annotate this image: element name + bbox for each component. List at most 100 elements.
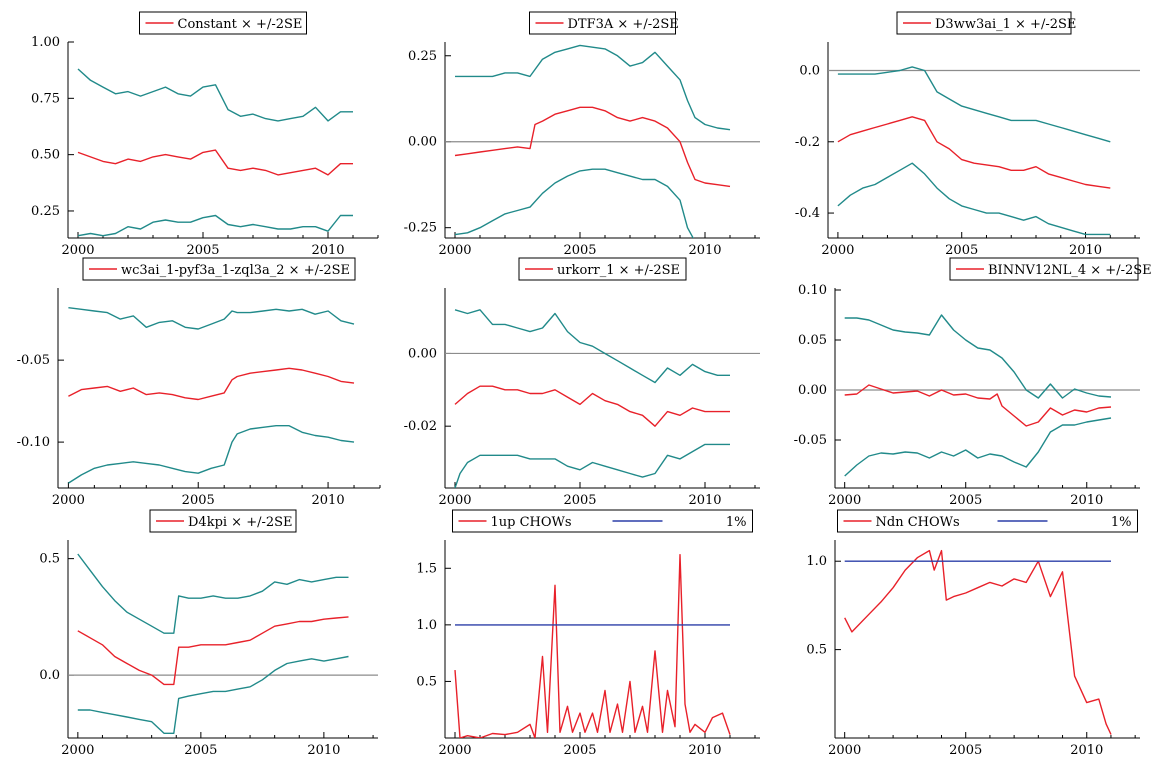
legend-label: D3ww3ai_1 × +/-2SE xyxy=(935,17,1076,32)
chart-panel-1: 2000 2005 2010 0.25 0.50 0.75 1.00 Constant × +… xyxy=(31,11,379,258)
legend: 1up CHOWs 1% xyxy=(452,509,753,533)
chart-panel-9: 2000 2005 2010 0.5 1.0 Ndn CHOWs 1% xyxy=(806,509,1140,758)
y-tick-label: 0.05 xyxy=(798,333,827,348)
x-tick-label: 2005 xyxy=(186,243,219,258)
y-tick-label: -0.2 xyxy=(795,135,820,150)
series-estimate xyxy=(844,384,1112,427)
legend: wc3ai_1-pyf3a_1-zql3a_2 × +/-2SE xyxy=(82,257,356,281)
legend-label: 1up CHOWs xyxy=(491,515,572,530)
series-upper-band xyxy=(837,66,1111,143)
y-tick-label: 0.0 xyxy=(39,668,60,683)
series-upper-band xyxy=(77,553,349,634)
legend-frame xyxy=(149,509,297,533)
x-tick-label: 2010 xyxy=(1069,243,1102,258)
y-tick-label: 1.5 xyxy=(416,561,437,576)
x-tick-label: 2005 xyxy=(563,243,596,258)
legend: Ndn CHOWs 1% xyxy=(837,509,1138,533)
x-tick-label: 2000 xyxy=(61,743,94,758)
series-lower-band xyxy=(77,214,353,237)
series-upper-band xyxy=(454,309,730,384)
series-upper-band xyxy=(844,314,1112,399)
x-tick-label: 2010 xyxy=(688,243,721,258)
legend-label: BINNV12NL_4 × +/-2SE xyxy=(988,263,1152,278)
x-tick-label: 2000 xyxy=(438,243,471,258)
y-tick-label: 0.00 xyxy=(408,135,437,150)
series-lower-band xyxy=(77,655,349,734)
series-estimate xyxy=(454,106,731,188)
x-tick-label: 2010 xyxy=(307,743,340,758)
series-upper-band xyxy=(77,68,353,122)
series-estimate xyxy=(454,385,730,427)
x-tick-label: 2000 xyxy=(821,243,854,258)
chart-panel-8: 2000 2005 2010 0.5 1.0 1.5 1up CHOWs 1% xyxy=(416,509,760,758)
x-tick-label: 2005 xyxy=(563,743,596,758)
x-tick-label: 2005 xyxy=(182,493,215,508)
chart-panel-2: 2000 2005 2010 -0.25 0.00 0.25 DTF3A × +/-2SE xyxy=(404,11,760,258)
series-estimate xyxy=(837,116,1111,189)
legend-label: Constant × +/-2SE xyxy=(178,17,303,32)
legend-frame xyxy=(452,509,753,533)
legend-frame xyxy=(139,11,307,35)
x-tick-label: 2005 xyxy=(563,493,596,508)
y-tick-label: -0.4 xyxy=(795,206,820,221)
chart-panel-6: 2000 2005 2010 -0.05 0.00 0.05 0.10 BINNV12NL_4… xyxy=(794,257,1152,508)
x-tick-label: 2005 xyxy=(949,493,982,508)
y-tick-label: -0.02 xyxy=(404,419,437,434)
series-estimate xyxy=(844,549,1112,735)
x-tick-label: 2005 xyxy=(949,743,982,758)
y-tick-label: -0.25 xyxy=(404,221,437,236)
series-lower-band xyxy=(844,417,1112,477)
legend-label: wc3ai_1-pyf3a_1-zql3a_2 × +/-2SE xyxy=(121,263,350,278)
legend: BINNV12NL_4 × +/-2SE xyxy=(949,257,1152,281)
legend-frame xyxy=(896,11,1072,35)
y-tick-label: 0.75 xyxy=(31,91,60,106)
x-tick-label: 2010 xyxy=(311,243,344,258)
y-tick-label: 0.50 xyxy=(31,148,60,163)
series-estimate xyxy=(454,554,731,738)
x-tick-label: 2000 xyxy=(828,493,861,508)
x-tick-label: 2010 xyxy=(688,743,721,758)
x-tick-label: 2010 xyxy=(1070,743,1103,758)
legend-frame xyxy=(529,11,676,35)
x-tick-label: 2000 xyxy=(438,743,471,758)
x-tick-label: 2010 xyxy=(312,493,345,508)
legend-frame xyxy=(518,257,687,281)
x-tick-label: 2000 xyxy=(61,243,94,258)
y-tick-label: 1.00 xyxy=(31,35,60,50)
y-tick-label: 0.5 xyxy=(806,643,827,658)
y-tick-label: -0.10 xyxy=(17,435,50,450)
series-estimate xyxy=(77,149,353,176)
series-lower-band xyxy=(837,162,1111,236)
x-tick-label: 2010 xyxy=(1070,493,1103,508)
legend-frame xyxy=(837,509,1138,533)
y-tick-label: 0.25 xyxy=(408,49,437,64)
series-upper-band xyxy=(455,44,731,131)
chart-panel-7: 2000 2005 2010 0.0 0.5 D4kpi × +/-2SE xyxy=(39,509,378,758)
y-tick-label: -0.05 xyxy=(794,433,827,448)
legend-label: Ndn CHOWs xyxy=(876,515,960,530)
legend: urkorr_1 × +/-2SE xyxy=(518,257,687,281)
legend: D4kpi × +/-2SE xyxy=(149,509,297,533)
legend: D3ww3ai_1 × +/-2SE xyxy=(896,11,1076,35)
y-tick-label: 1.0 xyxy=(806,554,827,569)
x-tick-label: 2000 xyxy=(828,743,861,758)
y-tick-label: 0.5 xyxy=(416,674,437,689)
y-tick-label: 0.00 xyxy=(798,383,827,398)
chart-panel-5: 2000 2005 2010 -0.02 0.00 urkorr_1 × +/-2SE xyxy=(404,257,760,508)
legend: DTF3A × +/-2SE xyxy=(529,11,679,35)
y-tick-label: 0.10 xyxy=(798,283,827,298)
series-estimate xyxy=(68,367,355,401)
legend-critical-label: 1% xyxy=(726,515,747,530)
y-tick-label: 0.00 xyxy=(408,346,437,361)
x-tick-label: 2005 xyxy=(184,743,217,758)
y-tick-label: 1.0 xyxy=(416,618,437,633)
y-tick-label: 0.25 xyxy=(31,204,60,219)
legend-label: DTF3A × +/-2SE xyxy=(568,17,679,32)
legend-frame xyxy=(949,257,1139,281)
chart-panel-4: 2000 2005 2010 -0.10 -0.05 wc3ai_1-pyf3a_1-zq… xyxy=(17,257,381,508)
series-estimate xyxy=(77,616,349,686)
x-tick-label: 2000 xyxy=(438,493,471,508)
series-lower-band xyxy=(454,443,730,488)
y-tick-label: -0.05 xyxy=(17,353,50,368)
